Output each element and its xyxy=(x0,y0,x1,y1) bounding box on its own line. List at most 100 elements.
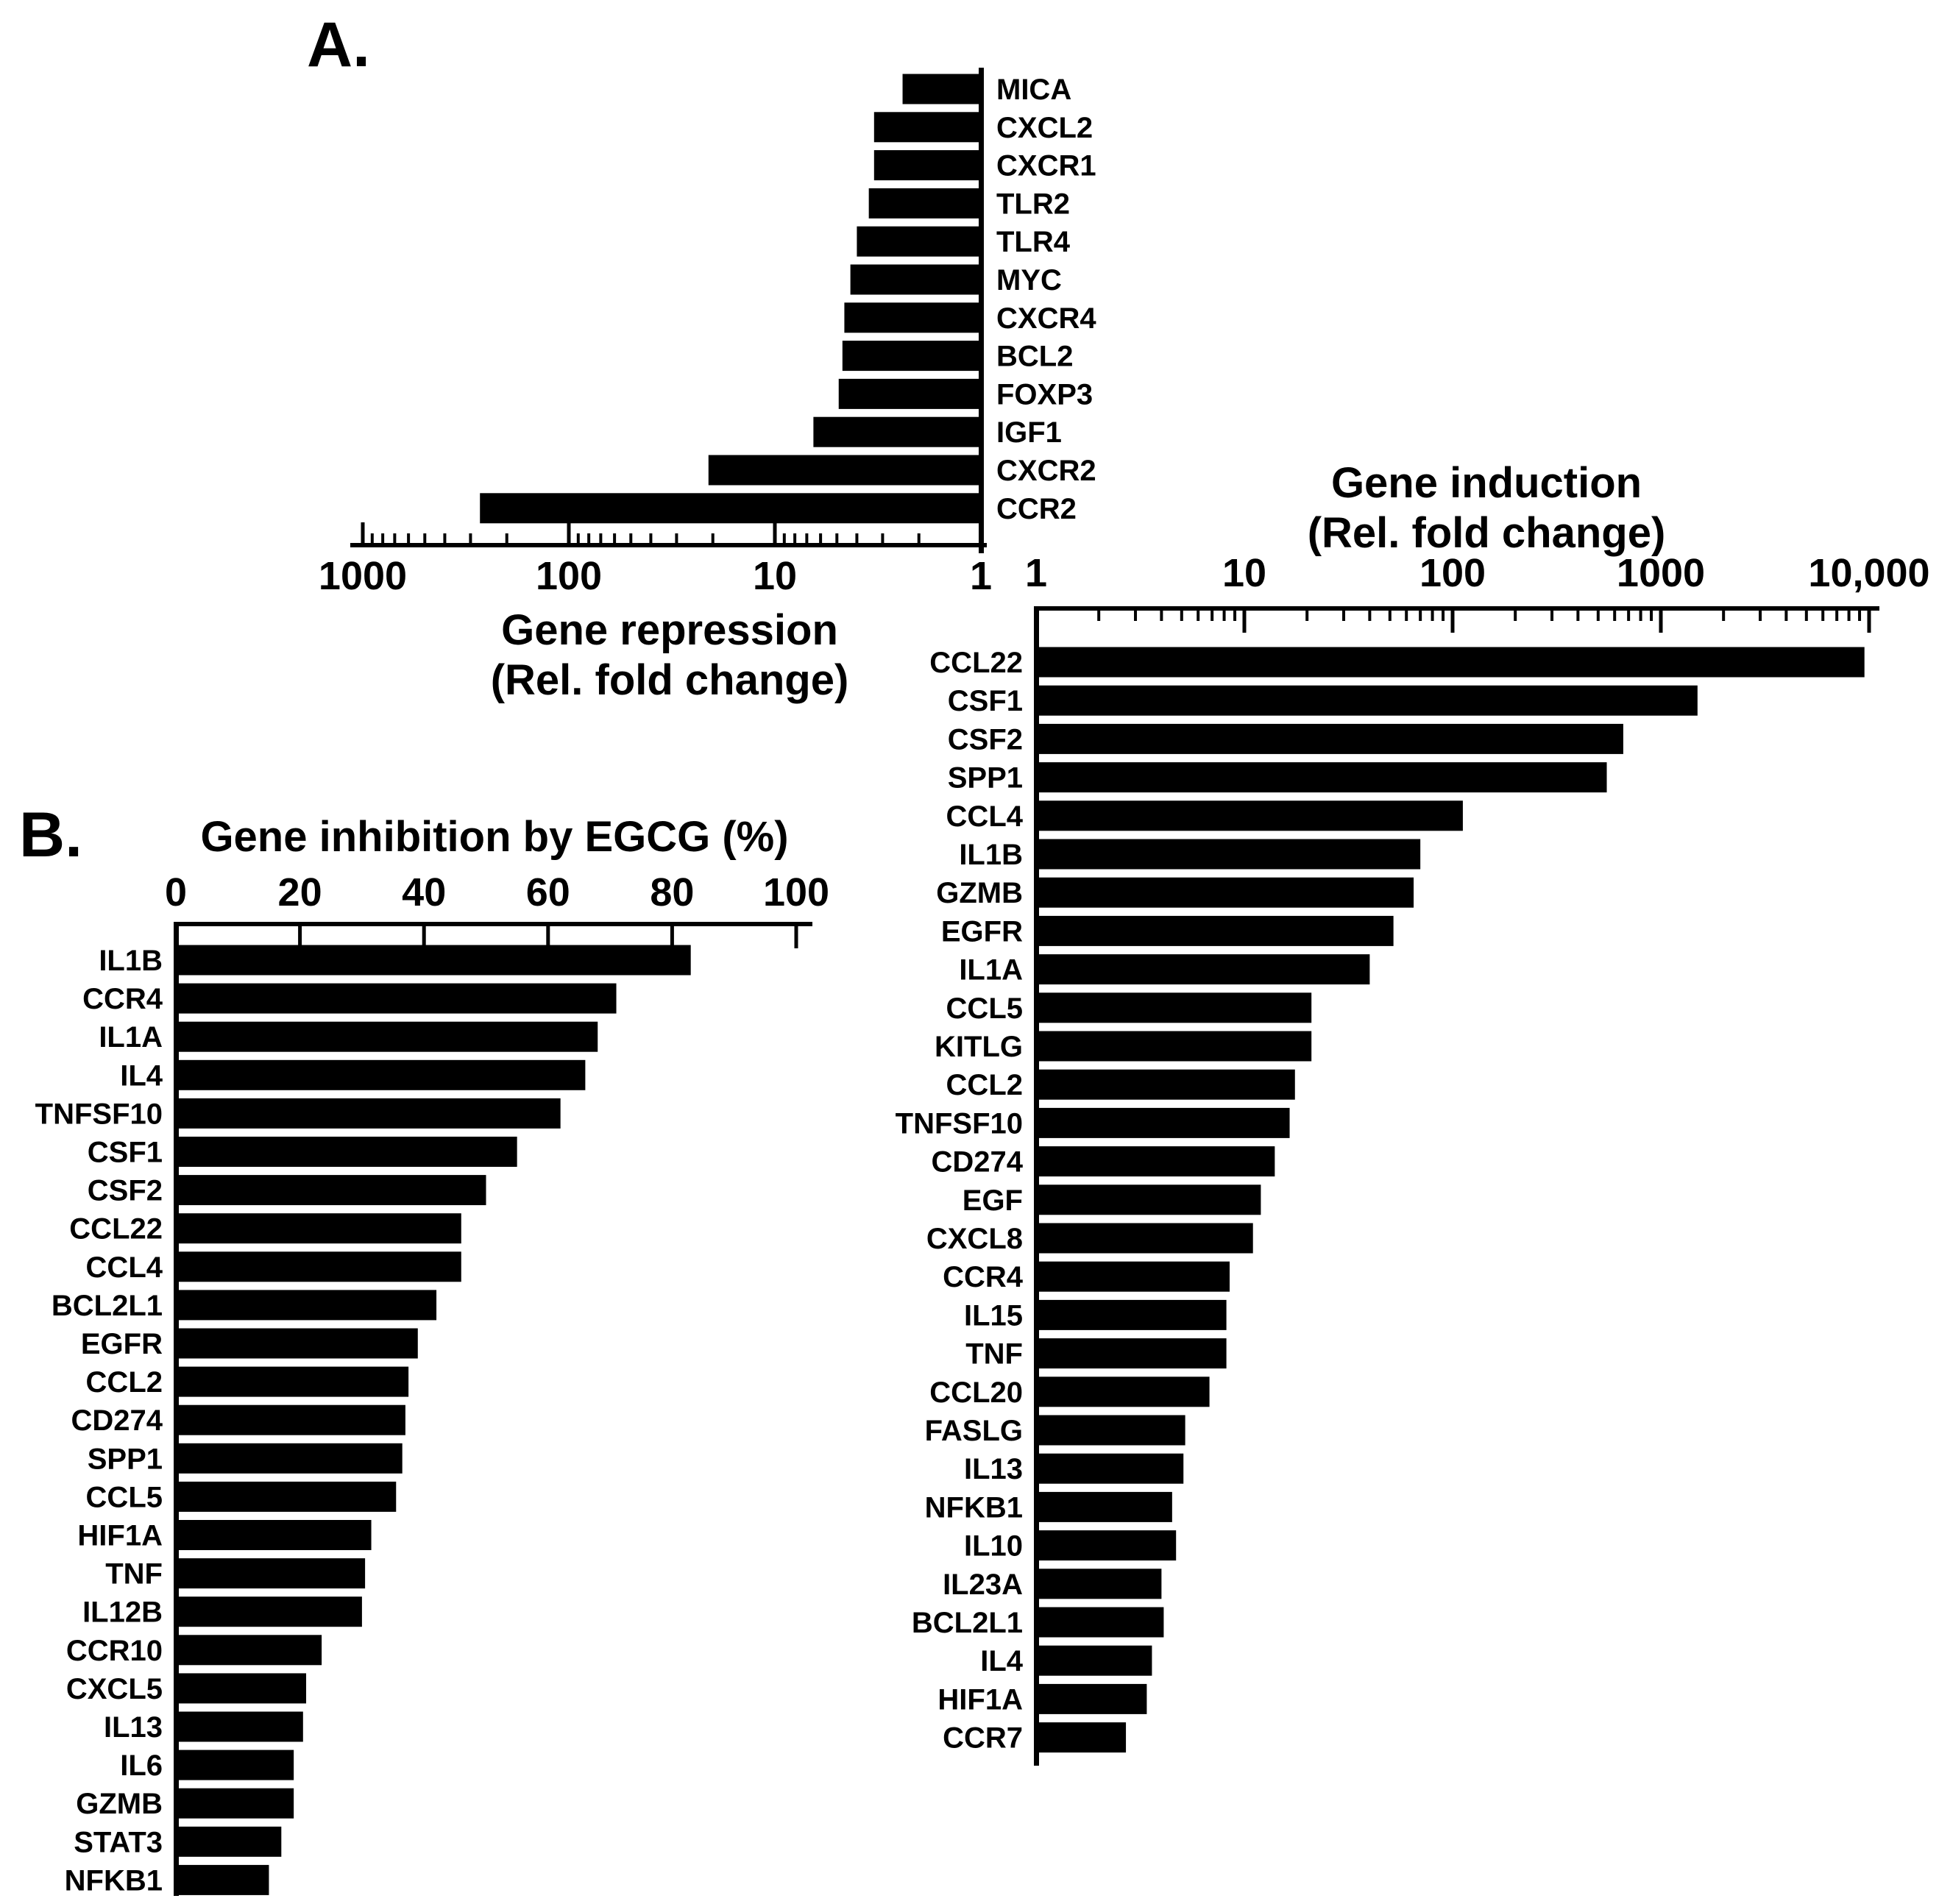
induction-minor-tick xyxy=(1222,606,1226,621)
induction-gene-label-GZMB: GZMB xyxy=(936,877,1023,909)
repression-tick-label-1000: 1000 xyxy=(319,554,407,598)
repression-minor-tick xyxy=(711,533,715,547)
repression-bar-CCR2 xyxy=(480,493,981,524)
induction-gene-label-IL1A: IL1A xyxy=(959,954,1023,987)
induction-minor-tick xyxy=(1431,606,1434,621)
induction-gene-label-IL15: IL15 xyxy=(964,1299,1023,1332)
inhibition-gene-label-IL1A: IL1A xyxy=(99,1021,163,1054)
induction-gene-label-CSF2: CSF2 xyxy=(948,723,1023,756)
induction-gene-label-CXCL8: CXCL8 xyxy=(926,1223,1023,1255)
repression-gene-label-TLR2: TLR2 xyxy=(996,188,1070,220)
induction-bar-CCL22 xyxy=(1036,647,1865,678)
inhibition-gene-label-CXCL5: CXCL5 xyxy=(66,1673,163,1705)
induction-bar-GZMB xyxy=(1036,877,1414,908)
induction-gene-label-BCL2L1: BCL2L1 xyxy=(912,1607,1023,1639)
inhibition-bar-CCL5 xyxy=(176,1481,397,1512)
induction-minor-tick xyxy=(1550,606,1554,621)
repression-bar-TLR4 xyxy=(857,226,981,257)
repression-minor-tick xyxy=(370,533,374,547)
induction-minor-tick xyxy=(1804,606,1808,621)
inhibition-gene-label-STAT3: STAT3 xyxy=(74,1826,163,1858)
inhibition-bar-CCL22 xyxy=(176,1213,461,1244)
inhibition-tick-80 xyxy=(670,922,674,948)
induction-bar-HIF1A xyxy=(1036,1683,1147,1714)
inhibition-bar-IL4 xyxy=(176,1059,586,1090)
inhibition-bar-GZMB xyxy=(176,1788,294,1819)
inhibition-gene-label-IL12B: IL12B xyxy=(82,1596,163,1629)
induction-gene-label-CCL2: CCL2 xyxy=(946,1069,1023,1101)
induction-minor-tick xyxy=(1821,606,1825,621)
induction-bar-IL1A xyxy=(1036,954,1370,985)
repression-y-axis-spine xyxy=(979,68,984,553)
inhibition-tick-label-80: 80 xyxy=(650,870,694,914)
induction-minor-tick xyxy=(1759,606,1762,621)
inhibition-tick-100 xyxy=(794,922,798,948)
inhibition-tick-label-40: 40 xyxy=(402,870,446,914)
inhibition-gene-label-EGFR: EGFR xyxy=(81,1328,163,1360)
repression-gene-label-IGF1: IGF1 xyxy=(996,416,1062,449)
inhibition-chart: 0 20 40 60 80 100 IL1B CCR4 IL1A IL4 TNFSF10 CSF1 CS… xyxy=(35,870,829,1897)
inhibition-gene-label-CCL4: CCL4 xyxy=(86,1251,163,1284)
inhibition-tick-60 xyxy=(546,922,550,948)
induction-bar-IL1B xyxy=(1036,839,1421,870)
inhibition-bar-CCR4 xyxy=(176,983,617,1014)
repression-minor-tick xyxy=(393,533,397,547)
repression-bar-FOXP3 xyxy=(838,378,981,409)
induction-gene-label-EGFR: EGFR xyxy=(941,915,1023,948)
inhibition-bar-IL12B xyxy=(176,1596,362,1627)
inhibition-gene-label-IL4: IL4 xyxy=(120,1059,163,1092)
induction-bar-EGFR xyxy=(1036,915,1394,946)
induction-minor-tick xyxy=(1368,606,1372,621)
induction-tick-10 xyxy=(1242,606,1247,633)
induction-bar-IL15 xyxy=(1036,1299,1227,1330)
inhibition-tick-20 xyxy=(298,922,302,948)
repression-gene-label-MYC: MYC xyxy=(996,264,1062,296)
induction-minor-tick xyxy=(1134,606,1138,621)
repression-minor-tick xyxy=(819,533,823,547)
repression-bar-BCL2 xyxy=(842,341,981,372)
induction-minor-tick xyxy=(1858,606,1862,621)
inhibition-bar-IL1A xyxy=(176,1021,598,1052)
inhibition-bar-CSF2 xyxy=(176,1175,486,1206)
induction-tick-label-10: 10 xyxy=(1222,551,1266,595)
panel-a-label: A. xyxy=(307,10,370,80)
repression-minor-tick xyxy=(443,533,447,547)
repression-minor-tick xyxy=(805,533,809,547)
induction-bar-EGF xyxy=(1036,1184,1261,1215)
induction-tick-label-100: 100 xyxy=(1419,551,1486,595)
induction-gene-label-NFKB1: NFKB1 xyxy=(925,1491,1023,1524)
repression-minor-tick xyxy=(423,533,427,547)
repression-bar-CXCR2 xyxy=(708,455,981,486)
repression-tick-1 xyxy=(979,522,983,547)
inhibition-gene-label-CCL5: CCL5 xyxy=(86,1481,163,1513)
inhibition-bar-NFKB1 xyxy=(176,1864,269,1895)
induction-gene-label-CCL4: CCL4 xyxy=(946,800,1024,833)
repression-tick-label-1: 1 xyxy=(970,554,992,598)
repression-minor-tick xyxy=(407,533,411,547)
repression-axis-title-line1: Gene repression xyxy=(501,606,838,654)
repression-bar-IGF1 xyxy=(813,416,981,447)
induction-minor-tick xyxy=(1613,606,1617,621)
induction-gene-label-HIF1A: HIF1A xyxy=(937,1683,1023,1716)
repression-gene-label-TLR4: TLR4 xyxy=(996,226,1071,258)
inhibition-gene-label-BCL2L1: BCL2L1 xyxy=(52,1290,163,1322)
repression-gene-label-MICA: MICA xyxy=(996,74,1071,106)
inhibition-gene-label-GZMB: GZMB xyxy=(76,1788,163,1820)
induction-bar-CSF2 xyxy=(1036,723,1623,754)
repression-tick-10 xyxy=(773,522,777,547)
induction-minor-tick xyxy=(1233,606,1237,621)
induction-bar-IL10 xyxy=(1036,1530,1177,1561)
induction-chart: 1 10 100 1000 10,000 CCL22 CSF1 CSF2 SPP1 CCL4 IL1… xyxy=(896,551,1930,1766)
induction-minor-tick xyxy=(1596,606,1600,621)
repression-minor-tick xyxy=(576,533,580,547)
repression-minor-tick xyxy=(782,533,786,547)
induction-bar-IL4 xyxy=(1036,1645,1152,1676)
induction-minor-tick xyxy=(1097,606,1101,621)
inhibition-gene-label-CCR4: CCR4 xyxy=(82,983,163,1015)
repression-minor-tick xyxy=(469,533,472,547)
induction-tick-label-1000: 1000 xyxy=(1617,551,1705,595)
inhibition-gene-label-CCL22: CCL22 xyxy=(69,1213,163,1246)
induction-bar-CCL2 xyxy=(1036,1069,1295,1100)
induction-bar-CCL20 xyxy=(1036,1377,1210,1407)
induction-bar-TNF xyxy=(1036,1338,1227,1369)
